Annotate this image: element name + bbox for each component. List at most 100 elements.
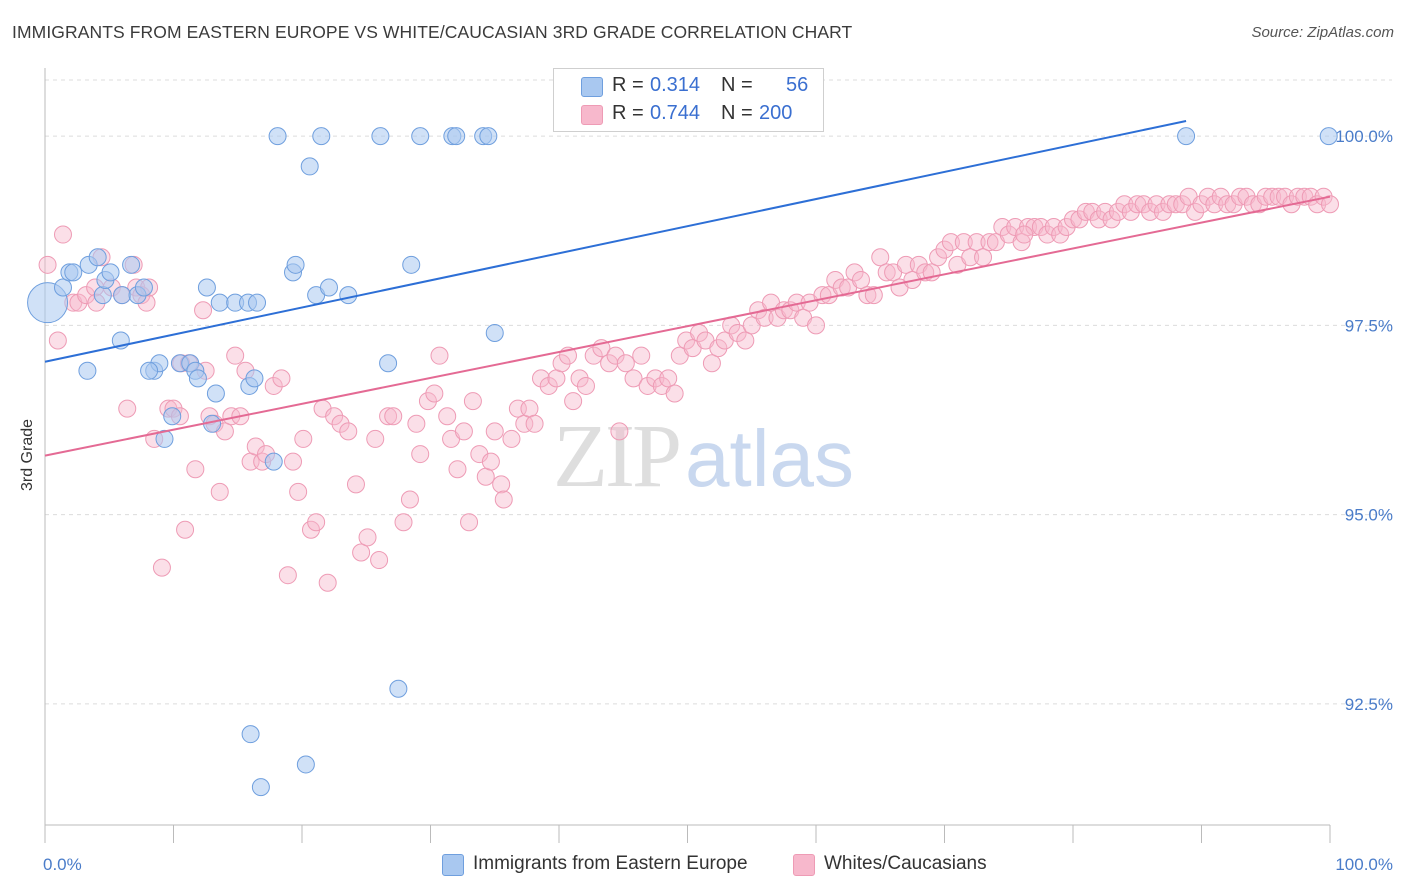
data-point-eastern-europe: [264, 452, 283, 471]
data-point-whites: [1205, 195, 1224, 214]
x-tick-label-min: 0.0%: [43, 855, 82, 874]
data-point-whites: [520, 399, 539, 418]
data-point-eastern-europe: [188, 369, 207, 388]
data-point-eastern-europe: [241, 725, 260, 744]
source-label: Source: ZipAtlas.com: [1251, 24, 1394, 41]
data-point-eastern-europe: [93, 286, 112, 305]
data-point-whites: [411, 445, 430, 464]
data-point-whites: [318, 573, 337, 592]
data-point-eastern-europe: [206, 384, 225, 403]
legend-swatch-blue: [581, 77, 603, 97]
data-point-eastern-europe: [78, 361, 97, 380]
data-point-whites: [1015, 225, 1034, 244]
data-point-whites: [616, 354, 635, 373]
data-point-eastern-europe: [101, 263, 120, 282]
data-point-whites: [1314, 187, 1333, 206]
data-point-whites: [584, 346, 603, 365]
data-point-whites: [1192, 195, 1211, 214]
data-point-whites: [370, 551, 389, 570]
data-point-whites: [307, 513, 326, 532]
data-point-whites: [755, 308, 774, 327]
data-point-whites: [246, 437, 265, 456]
data-point-whites: [418, 392, 437, 411]
legend-n-label: N =: [721, 102, 753, 124]
data-point-eastern-europe: [371, 127, 390, 146]
data-point-whites: [438, 407, 457, 426]
data-point-whites: [379, 407, 398, 426]
data-point-eastern-europe: [479, 127, 498, 146]
data-point-eastern-europe: [64, 263, 83, 282]
legend-row-eastern-europe: R = 0.314 N = 56: [554, 73, 823, 99]
data-point-whites: [289, 482, 308, 501]
data-point-whites: [494, 490, 513, 509]
data-point-whites: [1160, 195, 1179, 214]
data-point-whites: [400, 490, 419, 509]
data-point-whites: [851, 270, 870, 289]
data-point-whites: [1115, 195, 1134, 214]
data-point-eastern-europe: [197, 278, 216, 297]
data-point-whites: [871, 248, 890, 267]
trend-lines: [44, 120, 1331, 457]
legend-r-value: 0.744: [650, 102, 701, 124]
data-point-whites: [961, 248, 980, 267]
data-point-whites: [1256, 187, 1275, 206]
data-point-eastern-europe: [1319, 127, 1338, 146]
data-point-whites: [736, 331, 755, 350]
data-point-whites: [709, 339, 728, 358]
data-point-whites: [1089, 210, 1108, 229]
axes: [44, 68, 1331, 843]
data-point-eastern-europe: [88, 248, 107, 267]
chart-title: IMMIGRANTS FROM EASTERN EUROPE VS WHITE/…: [12, 22, 853, 42]
data-point-eastern-europe: [248, 293, 267, 312]
data-point-whites: [358, 528, 377, 547]
data-point-eastern-europe: [411, 127, 430, 146]
data-point-whites: [864, 286, 883, 305]
data-point-eastern-europe: [155, 429, 174, 448]
data-point-eastern-europe: [53, 278, 72, 297]
legend-swatch-pink: [581, 105, 603, 125]
data-point-whites: [425, 384, 444, 403]
data-point-whites: [264, 376, 283, 395]
data-point-whites: [935, 240, 954, 259]
data-point-whites: [194, 301, 213, 320]
data-point-whites: [993, 217, 1012, 236]
y-tick-label: 100.0%: [1335, 127, 1393, 146]
data-point-whites: [576, 376, 595, 395]
data-point-whites: [448, 460, 467, 479]
y-tick-label: 97.5%: [1345, 316, 1393, 335]
data-point-whites: [954, 233, 973, 252]
data-point-eastern-europe: [1177, 127, 1196, 146]
data-point-eastern-europe: [140, 361, 159, 380]
data-point-whites: [502, 429, 521, 448]
data-point-whites: [659, 369, 678, 388]
data-point-whites: [176, 520, 195, 539]
data-point-whites: [476, 467, 495, 486]
data-point-whites: [210, 482, 229, 501]
series-whites-points: [38, 187, 1339, 592]
y-axis-title: 3rd Grade: [19, 419, 36, 491]
legend: R = 0.314 N = 56 R = 0.744 N = 200: [553, 68, 824, 132]
data-point-whites: [929, 248, 948, 267]
data-point-whites: [638, 376, 657, 395]
y-tick-label: 92.5%: [1345, 695, 1393, 714]
data-point-whites: [1083, 202, 1102, 221]
data-point-whites: [845, 263, 864, 282]
data-point-eastern-europe: [389, 679, 408, 698]
data-point-whites: [728, 323, 747, 342]
data-point-whites: [967, 233, 986, 252]
legend-n-label: N =: [721, 74, 753, 96]
data-point-whites: [1012, 233, 1031, 252]
data-point-eastern-europe: [122, 255, 141, 274]
data-point-eastern-europe: [134, 278, 153, 297]
data-point-whites: [624, 369, 643, 388]
data-point-whites: [702, 354, 721, 373]
data-point-whites: [896, 255, 915, 274]
x-tick-label-max: 100.0%: [1335, 855, 1393, 874]
data-point-whites: [532, 369, 551, 388]
data-point-whites: [407, 414, 426, 433]
data-point-whites: [152, 558, 171, 577]
data-point-eastern-europe: [251, 778, 270, 797]
data-point-whites: [118, 399, 137, 418]
axis-labels: 92.5% 95.0% 97.5% 100.0% 0.0% 100.0% 3rd Grade: [19, 127, 1393, 874]
